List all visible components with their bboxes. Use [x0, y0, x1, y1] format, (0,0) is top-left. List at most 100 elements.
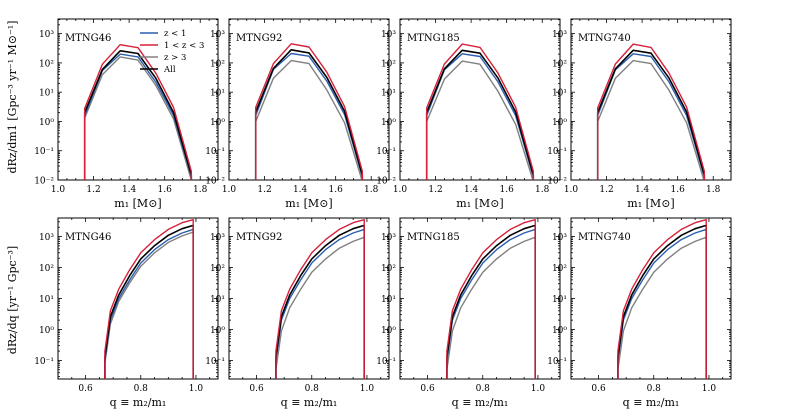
y-tick-label: 10¹	[552, 89, 567, 99]
x-tick-label: 1.4	[122, 185, 137, 195]
x-tick-label: 1.0	[222, 185, 237, 195]
series-line-1-z-3	[617, 219, 707, 379]
panel-2-2: 10⁻¹ 10⁰ 10¹ 10² 10³ 0.6 0.8 1.0 q ≡ m₂/m₁ MTNG92	[205, 217, 390, 409]
series-group	[275, 219, 365, 379]
panel-2-3: 10⁻¹ 10⁰ 10¹ 10² 10³ 0.6 0.8 1.0 q ≡ m₂/m₁ MTNG18…	[376, 217, 561, 409]
y-tick-label: 10³	[381, 233, 396, 243]
y-tick-label: 10⁻¹	[205, 147, 225, 157]
panel-title: MTNG185	[407, 232, 460, 243]
x-tick-label: 1.2	[428, 185, 442, 195]
panel-title: MTNG92	[236, 232, 282, 243]
y-tick-label: 10²	[381, 59, 396, 69]
y-tick-label: 10³	[381, 30, 396, 40]
series-line-1-z-3	[275, 219, 365, 379]
y-tick-label: 10¹	[210, 89, 225, 99]
series-group	[254, 43, 364, 180]
panel-1-1: 10⁻² 10⁻¹ 10⁰ 10¹ 10² 10³ 1.0 1.2 1.4 1.6 1.8 m₁ [M…	[34, 18, 219, 210]
panel-2-1: 10⁻¹ 10⁰ 10¹ 10² 10³ 0.6 0.8 1.0 q ≡ m₂/m₁ MTNG46	[34, 217, 219, 409]
series-line-1-z-3	[255, 43, 363, 180]
y-tick-label: 10²	[39, 59, 54, 69]
x-tick-label: 1.0	[531, 384, 546, 394]
series-line-z-3	[446, 236, 536, 379]
panel-title: MTNG46	[65, 33, 111, 44]
series-line-all	[425, 49, 535, 180]
x-axis-label: m₁ [M⊙]	[456, 197, 503, 210]
y-tick-label: 10⁻²	[376, 177, 396, 187]
panels: 10⁻² 10⁻¹ 10⁰ 10¹ 10² 10³ 1.0 1.2 1.4 1.6 1.8 m₁ [M…	[34, 18, 732, 409]
series-line-z-3	[426, 60, 534, 180]
y-tick-label: 10⁻¹	[376, 357, 396, 367]
series-line-z-3	[617, 236, 707, 379]
y-tick-label: 10⁻¹	[376, 147, 396, 157]
panel-title: MTNG740	[578, 232, 631, 243]
x-tick-label: 0.6	[591, 384, 606, 394]
series-line-all	[596, 49, 706, 180]
x-tick-label: 1.6	[329, 185, 344, 195]
x-tick-label: 1.6	[158, 185, 173, 195]
y-tick-label: 10¹	[381, 295, 396, 305]
y-tick-label: 10³	[210, 233, 225, 243]
y-tick-label: 10⁻²	[205, 177, 225, 187]
row1-ylabel: dRz/dm1 [Gpc⁻³ yr⁻¹ M⊙⁻¹]	[6, 21, 19, 174]
series-group	[617, 219, 707, 379]
y-tick-label: 10¹	[210, 295, 225, 305]
x-axis-label: m₁ [M⊙]	[285, 197, 332, 210]
y-tick-label: 10³	[552, 30, 567, 40]
panel-2-4: 10⁻¹ 10⁰ 10¹ 10² 10³ 0.6 0.8 1.0 q ≡ m₂/m₁ MTNG74…	[547, 217, 732, 409]
x-tick-label: 1.8	[364, 185, 379, 195]
x-tick-label: 1.8	[706, 185, 721, 195]
y-tick-label: 10²	[39, 264, 54, 274]
y-tick-label: 10¹	[39, 89, 54, 99]
series-group	[446, 219, 536, 379]
series-group	[596, 43, 706, 180]
x-tick-label: 1.8	[535, 185, 550, 195]
x-tick-label: 1.0	[189, 384, 204, 394]
y-tick-label: 10³	[39, 233, 54, 243]
x-axis-label: m₁ [M⊙]	[114, 197, 161, 210]
series-line-all	[275, 224, 365, 379]
panel-title: MTNG46	[65, 232, 111, 243]
y-tick-label: 10⁰	[210, 326, 225, 336]
x-tick-label: 1.0	[702, 384, 717, 394]
y-tick-label: 10⁻¹	[547, 357, 567, 367]
series-line-z-3	[275, 236, 365, 379]
series-line-1-z-3	[426, 43, 534, 180]
x-tick-label: 0.8	[134, 384, 149, 394]
x-tick-label: 1.2	[257, 185, 271, 195]
y-tick-label: 10²	[210, 59, 225, 69]
x-axis-label: q ≡ m₂/m₁	[281, 396, 338, 409]
x-axis-label: q ≡ m₂/m₁	[623, 396, 680, 409]
x-axis-label: q ≡ m₂/m₁	[452, 396, 509, 409]
series-line-all	[254, 49, 364, 180]
x-tick-label: 1.0	[360, 384, 375, 394]
y-tick-label: 10³	[552, 233, 567, 243]
x-tick-label: 0.6	[249, 384, 264, 394]
series-line-all	[83, 50, 193, 180]
y-tick-label: 10⁰	[39, 326, 54, 336]
x-tick-label: 1.4	[464, 185, 479, 195]
x-tick-label: 1.0	[564, 185, 579, 195]
series-line-1-z-3	[104, 219, 194, 379]
row2-ylabel: dRz/dq [yr⁻¹ Gpc⁻³]	[6, 246, 19, 354]
y-tick-label: 10⁻¹	[205, 357, 225, 367]
y-tick-label: 10²	[552, 264, 567, 274]
series-group	[104, 219, 194, 379]
x-tick-label: 1.4	[635, 185, 650, 195]
y-tick-label: 10¹	[39, 295, 54, 305]
panel-1-4: 10⁻² 10⁻¹ 10⁰ 10¹ 10² 10³ 1.0 1.2 1.4 1.6 1.8 m₁ [M…	[547, 18, 732, 210]
y-tick-label: 10⁰	[381, 326, 396, 336]
x-tick-label: 1.6	[500, 185, 515, 195]
panel-title: MTNG92	[236, 33, 282, 44]
x-tick-label: 0.8	[476, 384, 491, 394]
panel-1-2: 10⁻² 10⁻¹ 10⁰ 10¹ 10² 10³ 1.0 1.2 1.4 1.6 1.8 m₁ [M…	[205, 18, 390, 210]
y-tick-label: 10²	[381, 264, 396, 274]
x-tick-label: 0.8	[647, 384, 662, 394]
y-tick-label: 10¹	[381, 89, 396, 99]
x-tick-label: 0.6	[420, 384, 435, 394]
y-tick-label: 10⁰	[552, 118, 567, 128]
y-tick-label: 10⁰	[210, 118, 225, 128]
y-tick-label: 10²	[552, 59, 567, 69]
y-tick-label: 10²	[210, 264, 225, 274]
legend: z < 1 1 < z < 3 z > 3 All	[140, 29, 204, 75]
